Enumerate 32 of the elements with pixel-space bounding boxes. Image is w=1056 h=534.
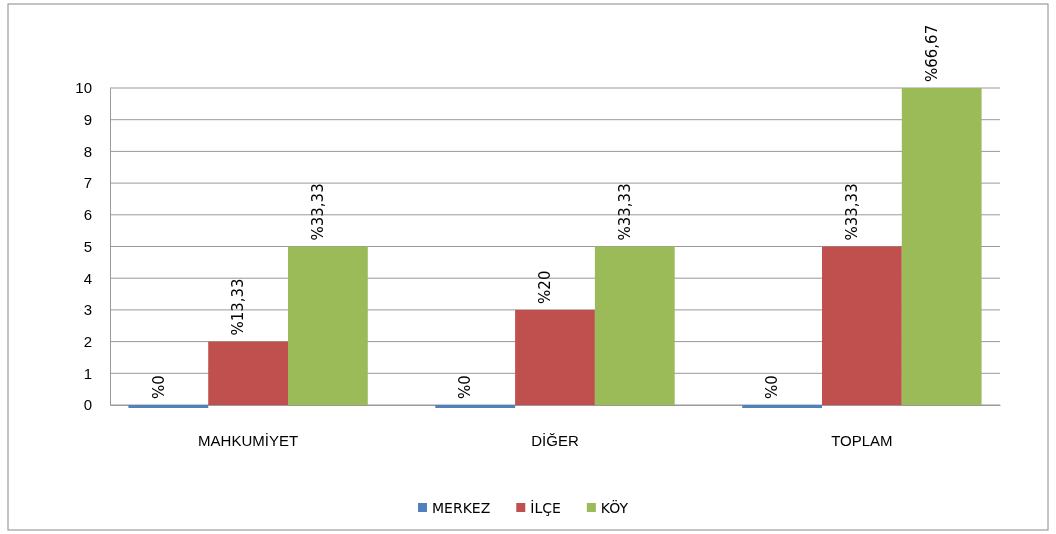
annotation: %13,33 [229, 278, 248, 336]
legend-label: KÖY [600, 498, 629, 516]
bar [515, 309, 595, 405]
bar [288, 246, 368, 405]
bar [594, 246, 675, 405]
y-tick-label: 6 [83, 206, 92, 224]
annotation: %33,33 [616, 183, 635, 241]
y-tick-label: 5 [83, 237, 92, 255]
y-tick-label: 8 [83, 142, 92, 160]
bar [822, 246, 902, 405]
x-tick-label: TOPLAM [831, 431, 893, 449]
annotation: %33,33 [309, 183, 328, 241]
y-tick-label: 2 [83, 332, 92, 350]
annotation: %33,33 [843, 183, 862, 241]
x-tick-label: DİĞER [531, 431, 579, 449]
y-tick-label: 9 [83, 111, 92, 128]
y-tick-label: 1 [83, 364, 92, 382]
legend-label: İLÇE [530, 498, 561, 516]
text: %66,67 [922, 24, 941, 82]
y-tick-label: 0 [83, 396, 92, 414]
x-tick-label: MAHKUMİYET [198, 431, 299, 449]
y-tick-label: 10 [75, 79, 92, 97]
y-tick-label: 3 [83, 301, 92, 319]
annotation: %0 [456, 375, 475, 399]
bar [901, 88, 982, 405]
y-tick-label: 7 [83, 174, 92, 192]
annotation: %0 [763, 375, 782, 399]
legend-label: MERKEZ [432, 499, 491, 516]
annotation: %20 [536, 270, 555, 304]
bar [208, 341, 288, 405]
annotation: %0 [149, 375, 168, 399]
y-tick-label: 4 [83, 269, 92, 287]
